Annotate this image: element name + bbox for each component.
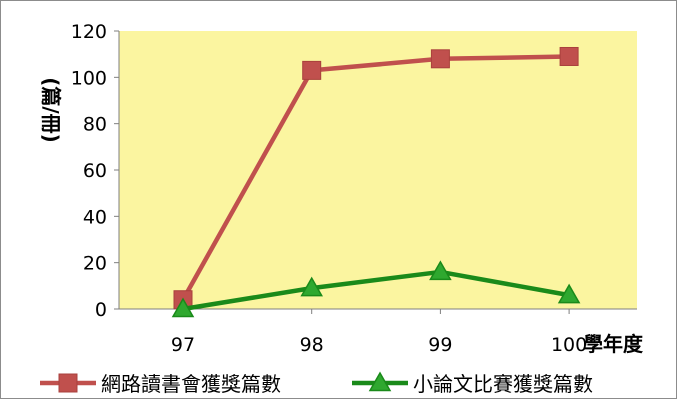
y-axis-title: (篇/冊): [39, 77, 63, 143]
x-tick-label: 98: [300, 334, 324, 356]
data-point: [171, 297, 195, 318]
series-2-line: [182, 269, 570, 312]
y-tick-label: 20: [83, 253, 107, 275]
legend-label: 小論文比賽獲獎篇數: [413, 372, 593, 396]
legend: 網路讀書會獲獎篇數 小論文比賽獲獎篇數: [40, 371, 593, 396]
y-tick-label: 120: [71, 21, 107, 43]
x-axis-title: 學年度: [583, 332, 644, 356]
legend-marker: [368, 371, 392, 392]
y-tick-label: 0: [95, 299, 107, 321]
data-point: [557, 283, 581, 304]
y-axis-ticks: 0 20 40 60 80 100 120: [71, 21, 119, 321]
x-tick-label: 99: [428, 334, 452, 356]
legend-marker: [58, 373, 78, 393]
plot-area: [119, 31, 637, 309]
y-tick-label: 100: [71, 67, 107, 89]
data-point: [429, 260, 452, 281]
series-1: [173, 46, 579, 310]
legend-item: 網路讀書會獲獎篇數: [40, 372, 281, 396]
legend-item: 小論文比賽獲獎篇數: [352, 371, 593, 396]
x-axis-ticks: 97 98 99 100: [171, 309, 587, 356]
data-point: [559, 46, 579, 66]
data-point: [300, 276, 323, 297]
x-tick-label: 100: [551, 334, 587, 356]
series-1-line: [181, 54, 570, 301]
legend-label: 網路讀書會獲獎篇數: [101, 372, 281, 396]
x-tick-label: 97: [171, 334, 195, 356]
data-point: [302, 60, 322, 80]
series-layer: [171, 46, 581, 318]
y-tick-label: 60: [83, 160, 107, 182]
y-tick-label: 40: [83, 206, 107, 228]
series-2: [171, 260, 581, 318]
data-point: [430, 49, 450, 69]
y-tick-label: 80: [83, 114, 107, 136]
